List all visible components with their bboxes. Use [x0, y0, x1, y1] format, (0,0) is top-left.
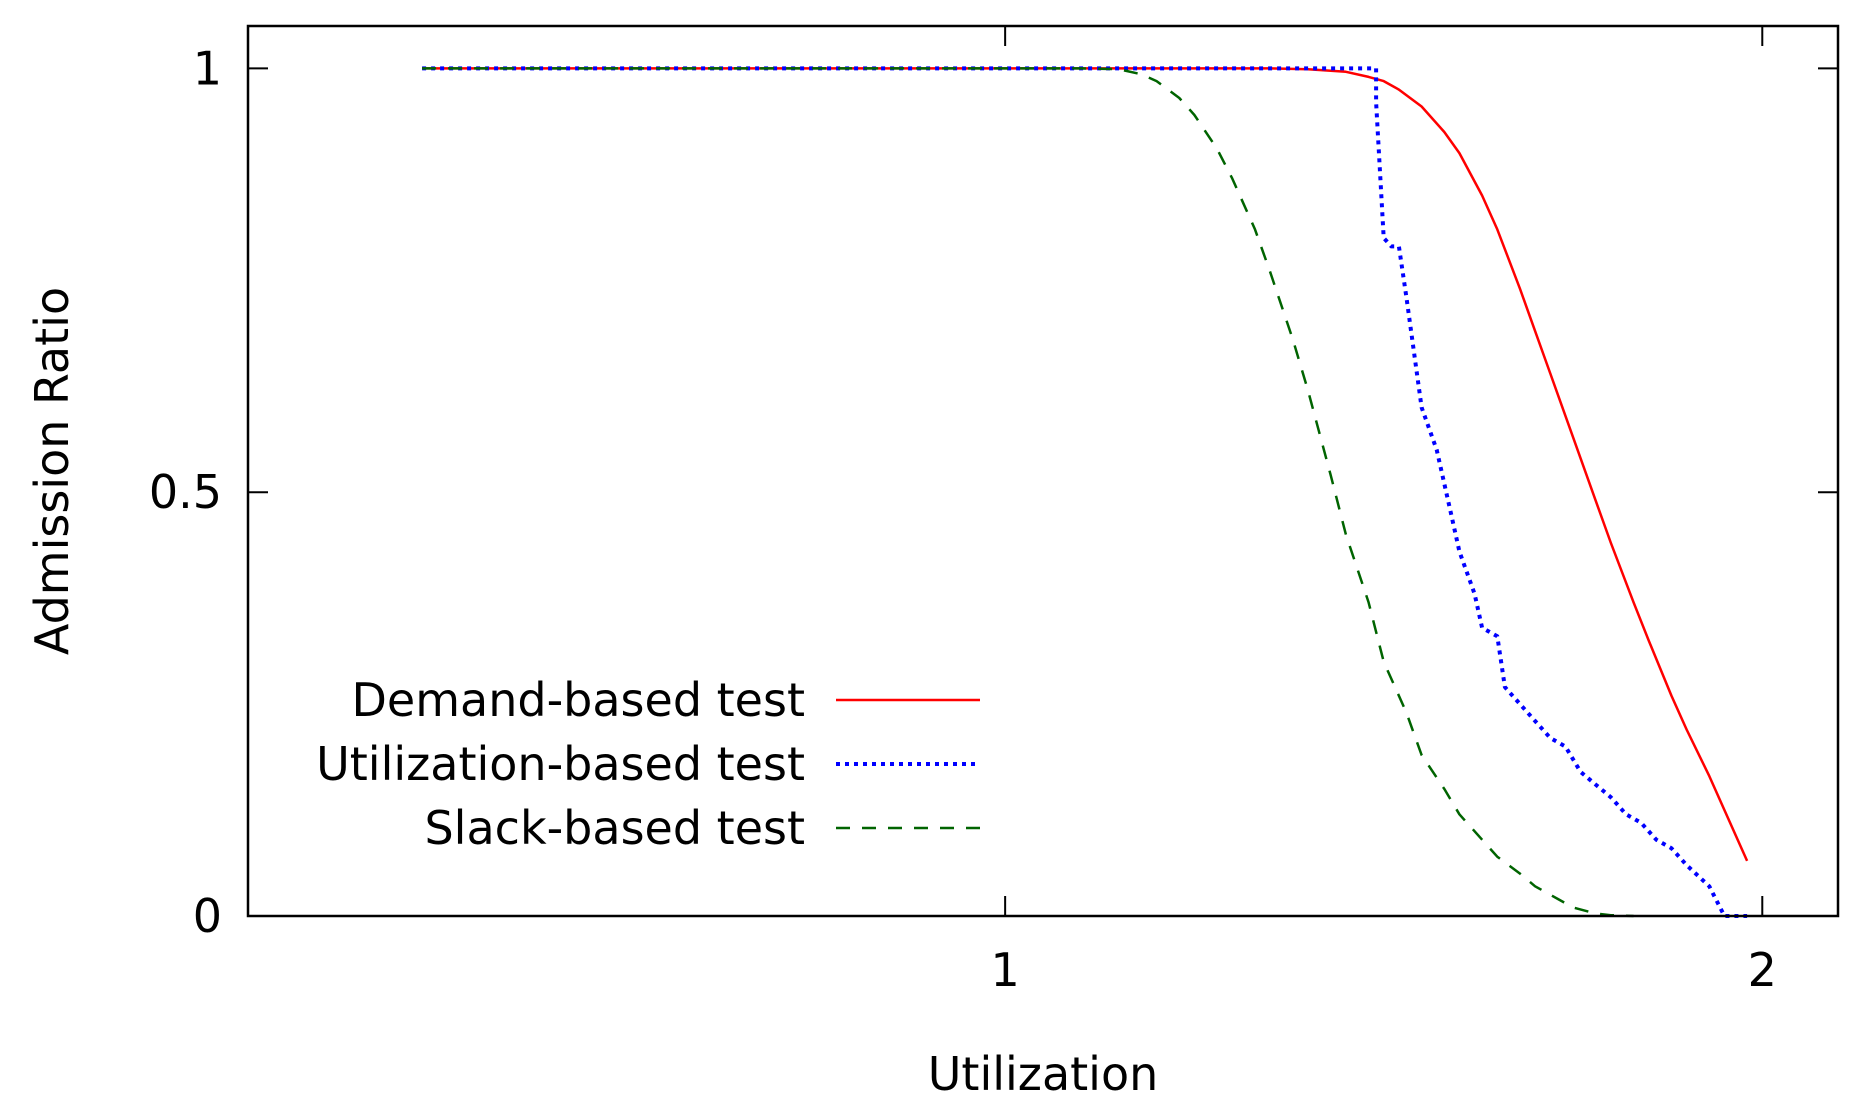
series-line-3	[422, 67, 1634, 918]
series-line-1	[422, 67, 1749, 862]
plot-frame	[246, 24, 1840, 918]
y-tick-label: 0.5	[149, 465, 222, 519]
y-tick-label: 0	[193, 889, 222, 943]
x-tick-label: 2	[1748, 943, 1777, 997]
legend-label: Demand-based test	[352, 673, 806, 727]
x-tick-label: 1	[991, 943, 1020, 997]
axes: 1 2 0 0.5 1 Utilization Admission Ratio	[25, 26, 1838, 1101]
y-axis-title: Admission Ratio	[25, 287, 79, 655]
legend-label: Utilization-based test	[316, 737, 805, 791]
x-axis-title: Utilization	[928, 1047, 1159, 1101]
y-tick-label: 1	[193, 41, 222, 95]
series-line-2	[422, 66, 1748, 918]
legend-label: Slack-based test	[424, 801, 805, 855]
legend: Demand-based test Utilization-based test S…	[316, 673, 980, 855]
series-layer	[422, 66, 1749, 918]
plot-border	[246, 24, 1840, 918]
